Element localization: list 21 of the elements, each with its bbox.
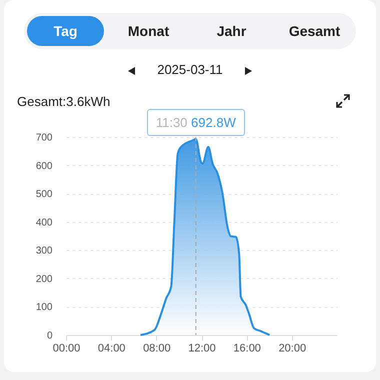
y-tick-label: 600 bbox=[36, 160, 53, 172]
y-tick-label: 700 bbox=[36, 132, 53, 144]
chart-subtitle: Gesamt:3.6kWh bbox=[17, 94, 110, 109]
text: Jahr bbox=[216, 22, 248, 41]
x-tick-label: 00:00 bbox=[52, 342, 80, 354]
x-tick-label: 04:00 bbox=[98, 342, 126, 354]
y-tick-label: 0 bbox=[46, 330, 53, 342]
x-tick-label: 08:00 bbox=[143, 342, 171, 354]
annotation: 11:30 692.8W bbox=[156, 115, 236, 130]
y-tick-label: 300 bbox=[36, 246, 53, 257]
text: Monat bbox=[126, 22, 170, 41]
text: Tag bbox=[27, 16, 104, 46]
text: Gesamt bbox=[288, 22, 342, 41]
y-tick-label: 400 bbox=[36, 217, 53, 228]
x-tick-label: 16:00 bbox=[233, 342, 261, 354]
y-tick-label: 200 bbox=[36, 274, 53, 285]
chart-title: 2025-03-11 bbox=[157, 62, 223, 77]
x-tick-label: 20:00 bbox=[278, 342, 306, 354]
x-tick-label: 12:00 bbox=[188, 342, 216, 354]
y-tick-label: 100 bbox=[36, 302, 53, 314]
y-tick-label: 500 bbox=[36, 189, 53, 200]
